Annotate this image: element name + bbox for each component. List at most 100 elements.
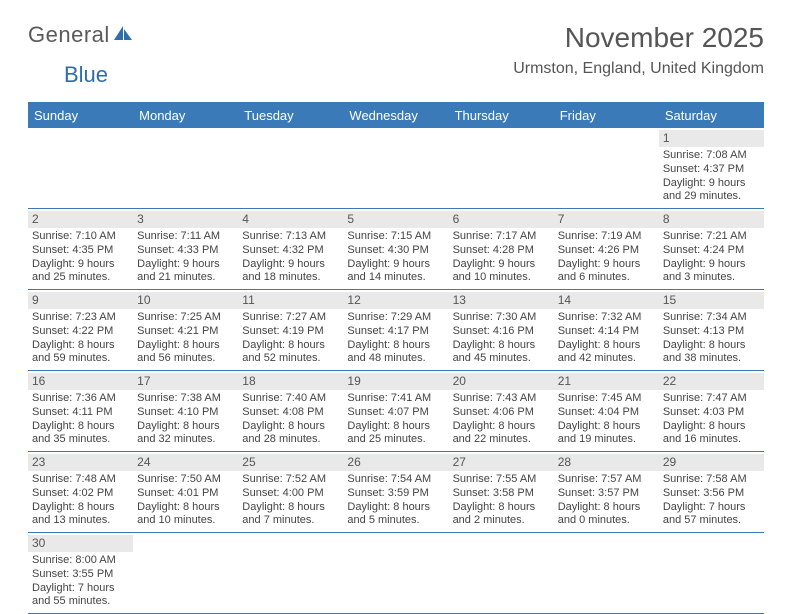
day-number: 23 — [28, 454, 133, 471]
day-number: 14 — [554, 292, 659, 309]
day-dl1: Daylight: 8 hours — [663, 420, 760, 434]
day-sunset: Sunset: 4:32 PM — [242, 244, 339, 258]
day-number: 11 — [238, 292, 343, 309]
day-sunset: Sunset: 4:04 PM — [558, 406, 655, 420]
day-sunset: Sunset: 3:57 PM — [558, 487, 655, 501]
day-number-empty — [133, 130, 238, 147]
day-dl1: Daylight: 9 hours — [347, 258, 444, 272]
day-number: 12 — [343, 292, 448, 309]
day-sunrise: Sunrise: 7:17 AM — [453, 230, 550, 244]
day-dl1: Daylight: 8 hours — [242, 339, 339, 353]
day-sunset: Sunset: 4:35 PM — [32, 244, 129, 258]
day-sunset: Sunset: 4:33 PM — [137, 244, 234, 258]
dow-row: Sunday Monday Tuesday Wednesday Thursday… — [28, 104, 764, 128]
day-sunrise: Sunrise: 7:13 AM — [242, 230, 339, 244]
day-dl2: and 18 minutes. — [242, 271, 339, 285]
day-cell: 16Sunrise: 7:36 AMSunset: 4:11 PMDayligh… — [28, 371, 133, 451]
day-sunrise: Sunrise: 7:08 AM — [663, 149, 760, 163]
day-dl2: and 57 minutes. — [663, 514, 760, 528]
day-number: 16 — [28, 373, 133, 390]
day-dl2: and 29 minutes. — [663, 190, 760, 204]
day-cell: 13Sunrise: 7:30 AMSunset: 4:16 PMDayligh… — [449, 290, 554, 370]
day-dl1: Daylight: 8 hours — [137, 420, 234, 434]
day-sunrise: Sunrise: 7:15 AM — [347, 230, 444, 244]
day-sunset: Sunset: 4:02 PM — [32, 487, 129, 501]
week-row: 9Sunrise: 7:23 AMSunset: 4:22 PMDaylight… — [28, 290, 764, 371]
day-sunset: Sunset: 4:16 PM — [453, 325, 550, 339]
day-number: 18 — [238, 373, 343, 390]
day-cell — [343, 533, 448, 613]
day-cell — [133, 533, 238, 613]
day-cell: 18Sunrise: 7:40 AMSunset: 4:08 PMDayligh… — [238, 371, 343, 451]
day-cell: 12 Sunrise: 7:29 AMSunset: 4:17 PMDayligh… — [343, 290, 448, 370]
day-sunrise: Sunrise: 7:36 AM — [32, 392, 129, 406]
day-cell — [554, 533, 659, 613]
day-dl2: and 38 minutes. — [663, 352, 760, 366]
day-number: 30 — [28, 535, 133, 552]
day-sunset: Sunset: 4:21 PM — [137, 325, 234, 339]
day-number: 17 — [133, 373, 238, 390]
logo-text-blue: Blue — [64, 62, 108, 87]
dow-tuesday: Tuesday — [238, 104, 343, 128]
page: General November 2025 Urmston, England, … — [0, 0, 792, 614]
day-dl1: Daylight: 8 hours — [663, 339, 760, 353]
day-number-empty — [343, 535, 448, 552]
day-dl2: and 7 minutes. — [242, 514, 339, 528]
day-cell: 2Sunrise: 7:10 AMSunset: 4:35 PMDaylight… — [28, 209, 133, 289]
week-row: 2Sunrise: 7:10 AMSunset: 4:35 PMDaylight… — [28, 209, 764, 290]
day-sunset: Sunset: 4:07 PM — [347, 406, 444, 420]
day-number: 4 — [238, 211, 343, 228]
day-sunset: Sunset: 4:17 PM — [347, 325, 444, 339]
weeks-container: 1Sunrise: 7:08 AMSunset: 4:37 PMDaylight… — [28, 128, 764, 614]
day-number: 28 — [554, 454, 659, 471]
day-sunrise: Sunrise: 7:38 AM — [137, 392, 234, 406]
day-sunrise: Sunrise: 7:52 AM — [242, 473, 339, 487]
day-dl2: and 16 minutes. — [663, 433, 760, 447]
day-number-empty — [554, 130, 659, 147]
day-sunset: Sunset: 4:30 PM — [347, 244, 444, 258]
day-sunrise: Sunrise: 7:11 AM — [137, 230, 234, 244]
day-number-empty — [238, 130, 343, 147]
day-dl1: Daylight: 8 hours — [347, 339, 444, 353]
day-dl1: Daylight: 9 hours — [32, 258, 129, 272]
day-dl1: Daylight: 9 hours — [558, 258, 655, 272]
day-cell: 23Sunrise: 7:48 AMSunset: 4:02 PMDayligh… — [28, 452, 133, 532]
day-dl2: and 14 minutes. — [347, 271, 444, 285]
day-dl2: and 28 minutes. — [242, 433, 339, 447]
day-sunrise: Sunrise: 7:29 AM — [347, 311, 444, 325]
day-sunrise: Sunrise: 7:23 AM — [32, 311, 129, 325]
dow-thursday: Thursday — [449, 104, 554, 128]
day-sunrise: Sunrise: 7:32 AM — [558, 311, 655, 325]
day-sunset: Sunset: 4:24 PM — [663, 244, 760, 258]
day-cell: 15Sunrise: 7:34 AMSunset: 4:13 PMDayligh… — [659, 290, 764, 370]
dow-monday: Monday — [133, 104, 238, 128]
day-sunset: Sunset: 4:19 PM — [242, 325, 339, 339]
day-sunset: Sunset: 4:00 PM — [242, 487, 339, 501]
day-cell: 28Sunrise: 7:57 AMSunset: 3:57 PMDayligh… — [554, 452, 659, 532]
day-dl1: Daylight: 8 hours — [242, 420, 339, 434]
day-number: 20 — [449, 373, 554, 390]
day-dl1: Daylight: 8 hours — [347, 420, 444, 434]
day-sunset: Sunset: 4:01 PM — [137, 487, 234, 501]
day-number: 10 — [133, 292, 238, 309]
month-title: November 2025 — [513, 22, 764, 54]
day-sunset: Sunset: 3:58 PM — [453, 487, 550, 501]
day-cell — [133, 128, 238, 208]
day-number: 25 — [238, 454, 343, 471]
day-cell: 17Sunrise: 7:38 AMSunset: 4:10 PMDayligh… — [133, 371, 238, 451]
day-dl2: and 13 minutes. — [32, 514, 129, 528]
day-dl1: Daylight: 8 hours — [347, 501, 444, 515]
calendar: Sunday Monday Tuesday Wednesday Thursday… — [28, 102, 764, 614]
logo-text-general: General — [28, 22, 110, 48]
day-sunrise: Sunrise: 7:40 AM — [242, 392, 339, 406]
day-dl1: Daylight: 8 hours — [137, 501, 234, 515]
day-cell — [343, 128, 448, 208]
day-dl2: and 35 minutes. — [32, 433, 129, 447]
day-dl2: and 6 minutes. — [558, 271, 655, 285]
day-number: 26 — [343, 454, 448, 471]
day-dl1: Daylight: 8 hours — [32, 501, 129, 515]
day-sunrise: Sunrise: 7:50 AM — [137, 473, 234, 487]
day-sunrise: Sunrise: 7:43 AM — [453, 392, 550, 406]
day-sunrise: Sunrise: 7:41 AM — [347, 392, 444, 406]
day-cell: 21Sunrise: 7:45 AMSunset: 4:04 PMDayligh… — [554, 371, 659, 451]
